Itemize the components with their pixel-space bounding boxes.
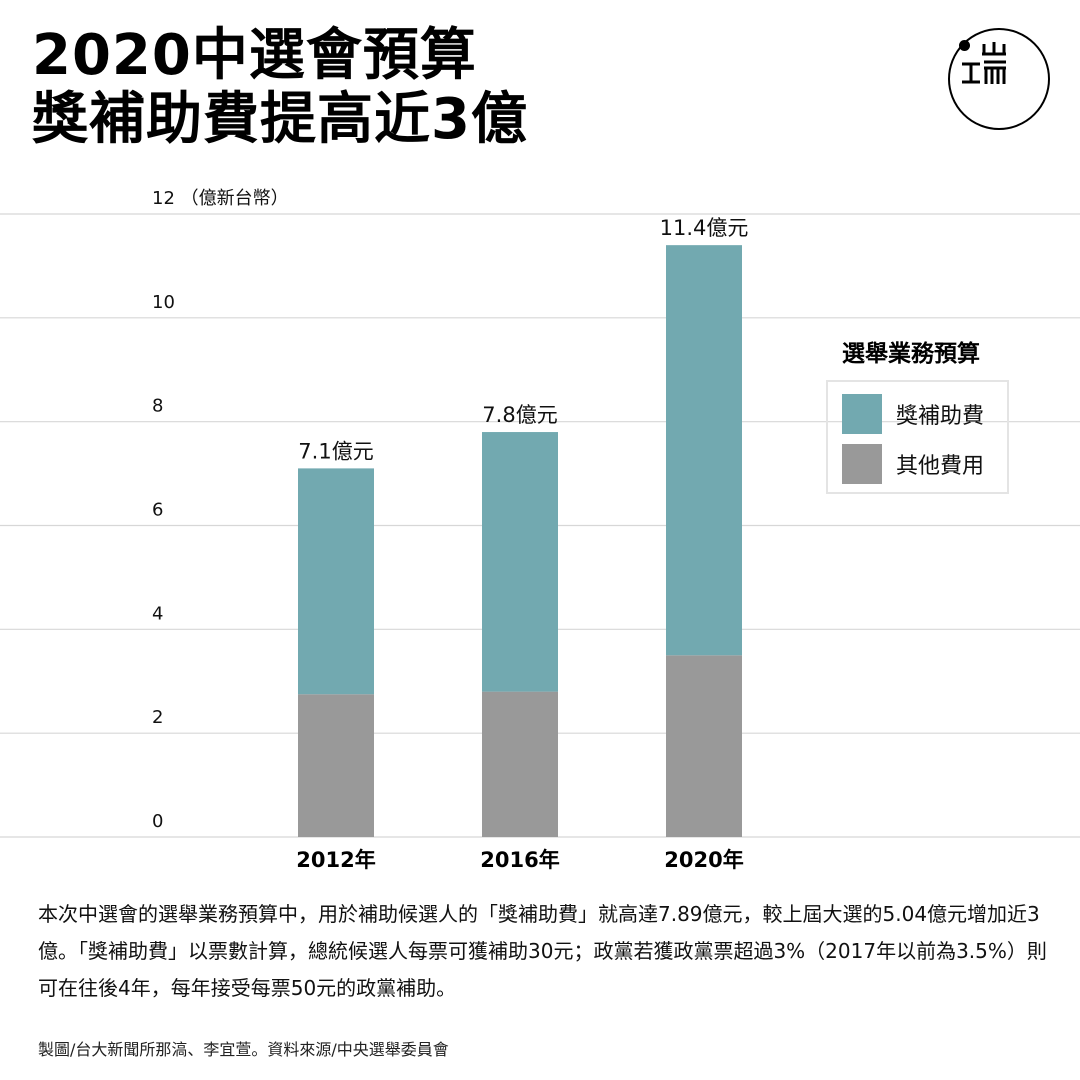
legend-label-other: 其他費用 bbox=[896, 454, 985, 479]
x-category-label: 2012年 bbox=[296, 848, 375, 872]
bar-segment-other bbox=[482, 691, 558, 837]
legend-swatch-subsidy bbox=[842, 394, 882, 434]
y-tick-label: 2 bbox=[152, 707, 163, 728]
y-tick-label: 4 bbox=[152, 603, 163, 624]
stacked-bar-chart: 0 2 4 6 8 10 12 （億新台幣） 7.1億元 2012年 7.8億元 2016年 11.4… bbox=[0, 188, 1080, 872]
page-title: 2020中選會預算 獎補助費提高近3億 bbox=[32, 24, 528, 152]
x-category-label: 2020年 bbox=[664, 848, 743, 872]
bar-total-label: 11.4億元 bbox=[660, 216, 749, 240]
credit-text: 製圖/台大新聞所那滈、李宜萱。資料來源/中央選舉委員會 bbox=[38, 1040, 449, 1059]
legend-item-other: 其他費用 bbox=[842, 444, 984, 484]
logo-dot-icon bbox=[959, 40, 970, 51]
legend-item-subsidy: 獎補助費 bbox=[842, 394, 984, 434]
bar-segment-other bbox=[298, 694, 374, 837]
brand-logo bbox=[948, 28, 1050, 130]
bar-segment-subsidy bbox=[666, 245, 742, 656]
y-tick-label: 6 bbox=[152, 500, 163, 521]
x-category-label: 2016年 bbox=[480, 848, 559, 872]
bar-segment-subsidy bbox=[298, 468, 374, 695]
legend-title: 選舉業務預算 bbox=[842, 341, 980, 367]
legend-swatch-other bbox=[842, 444, 882, 484]
bar-total-label: 7.1億元 bbox=[298, 439, 373, 463]
y-tick-label: 12 （億新台幣） bbox=[152, 188, 289, 209]
legend: 獎補助費 其他費用 bbox=[826, 380, 1009, 494]
description-text: 本次中選會的選舉業務預算中，用於補助候選人的「獎補助費」就高達7.89億元，較上… bbox=[38, 902, 1047, 1000]
bar-total-label: 7.8億元 bbox=[482, 403, 557, 427]
title-line-2: 獎補助費提高近3億 bbox=[32, 87, 528, 152]
legend-label-subsidy: 獎補助費 bbox=[896, 404, 985, 429]
y-tick-label: 8 bbox=[152, 396, 163, 417]
y-tick-label: 10 bbox=[152, 292, 175, 313]
bar-segment-other bbox=[666, 655, 742, 837]
y-tick-label: 0 bbox=[152, 811, 163, 832]
logo-mark-icon bbox=[962, 42, 1006, 84]
bar-segment-subsidy bbox=[482, 432, 558, 692]
title-line-1: 2020中選會預算 bbox=[32, 23, 477, 88]
